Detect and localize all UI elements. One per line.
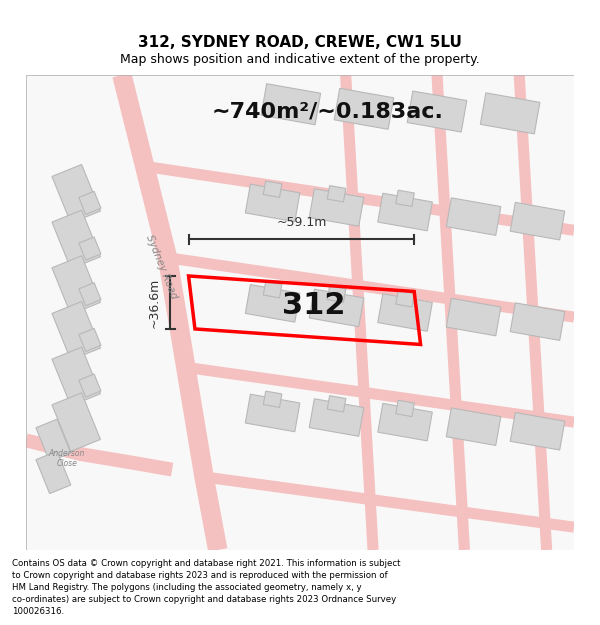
Text: ~740m²/~0.183ac.: ~740m²/~0.183ac. (211, 101, 443, 121)
Polygon shape (79, 282, 101, 306)
Polygon shape (245, 284, 300, 322)
Polygon shape (79, 328, 101, 351)
Polygon shape (263, 391, 282, 408)
Polygon shape (510, 412, 565, 450)
Polygon shape (396, 190, 415, 206)
Text: 312: 312 (282, 291, 346, 320)
Polygon shape (79, 237, 101, 260)
Polygon shape (309, 289, 364, 327)
Polygon shape (309, 399, 364, 436)
Polygon shape (396, 291, 415, 307)
Polygon shape (446, 298, 501, 336)
Polygon shape (261, 84, 320, 125)
Polygon shape (52, 164, 100, 223)
Polygon shape (245, 394, 300, 432)
Polygon shape (510, 202, 565, 240)
Polygon shape (378, 193, 433, 231)
Polygon shape (52, 347, 100, 406)
Polygon shape (52, 301, 100, 360)
Text: Sydney Road: Sydney Road (144, 233, 179, 301)
Polygon shape (334, 88, 394, 129)
Polygon shape (327, 396, 346, 412)
Polygon shape (52, 393, 100, 451)
Text: Anderson
Close: Anderson Close (49, 449, 85, 468)
Polygon shape (52, 256, 100, 314)
Polygon shape (79, 374, 101, 397)
Polygon shape (79, 191, 101, 214)
Text: 312, SYDNEY ROAD, CREWE, CW1 5LU: 312, SYDNEY ROAD, CREWE, CW1 5LU (138, 35, 462, 50)
Polygon shape (481, 93, 540, 134)
Polygon shape (378, 403, 433, 441)
Polygon shape (36, 451, 71, 494)
Text: Contains OS data © Crown copyright and database right 2021. This information is : Contains OS data © Crown copyright and d… (12, 559, 401, 616)
Polygon shape (36, 419, 71, 462)
Polygon shape (510, 303, 565, 341)
Polygon shape (378, 294, 433, 331)
Polygon shape (407, 91, 467, 132)
Text: ~36.6m: ~36.6m (148, 278, 160, 328)
Text: Map shows position and indicative extent of the property.: Map shows position and indicative extent… (120, 52, 480, 66)
Polygon shape (396, 400, 415, 417)
Polygon shape (446, 198, 501, 236)
Polygon shape (327, 286, 346, 302)
Polygon shape (263, 181, 282, 198)
Polygon shape (52, 210, 100, 269)
Text: ~59.1m: ~59.1m (276, 216, 326, 229)
Polygon shape (446, 408, 501, 446)
Polygon shape (245, 184, 300, 222)
Polygon shape (309, 189, 364, 226)
Polygon shape (263, 281, 282, 298)
Polygon shape (327, 186, 346, 202)
